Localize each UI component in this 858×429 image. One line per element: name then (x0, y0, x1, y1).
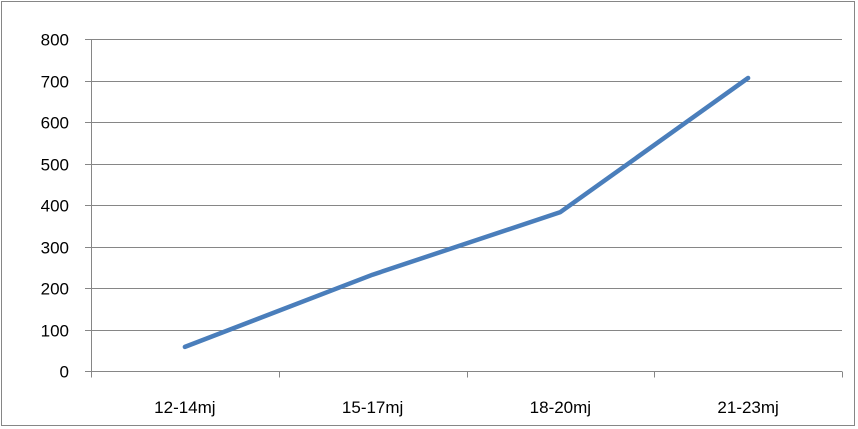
x-tick-label: 21-23mj (717, 398, 778, 417)
y-tick-label: 200 (41, 280, 69, 299)
x-axis-tick-labels: 12-14mj 15-17mj 18-20mj 21-23mj (154, 398, 779, 417)
gridlines (91, 39, 842, 331)
axes (85, 39, 843, 378)
y-axis-tick-labels: 0 100 200 300 400 500 600 700 800 (41, 31, 69, 382)
series-line (182, 75, 751, 350)
x-tick-label: 18-20mj (530, 398, 591, 417)
x-tick-label: 15-17mj (342, 398, 403, 417)
y-tick-label: 700 (41, 73, 69, 92)
series-group (182, 75, 751, 350)
x-tick-label: 12-14mj (154, 398, 215, 417)
y-tick-label: 600 (41, 114, 69, 133)
y-tick-label: 500 (41, 156, 69, 175)
y-tick-label: 400 (41, 197, 69, 216)
y-tick-label: 100 (41, 322, 69, 341)
y-tick-label: 300 (41, 239, 69, 258)
y-tick-label: 800 (41, 31, 69, 50)
y-tick-label: 0 (60, 363, 69, 382)
